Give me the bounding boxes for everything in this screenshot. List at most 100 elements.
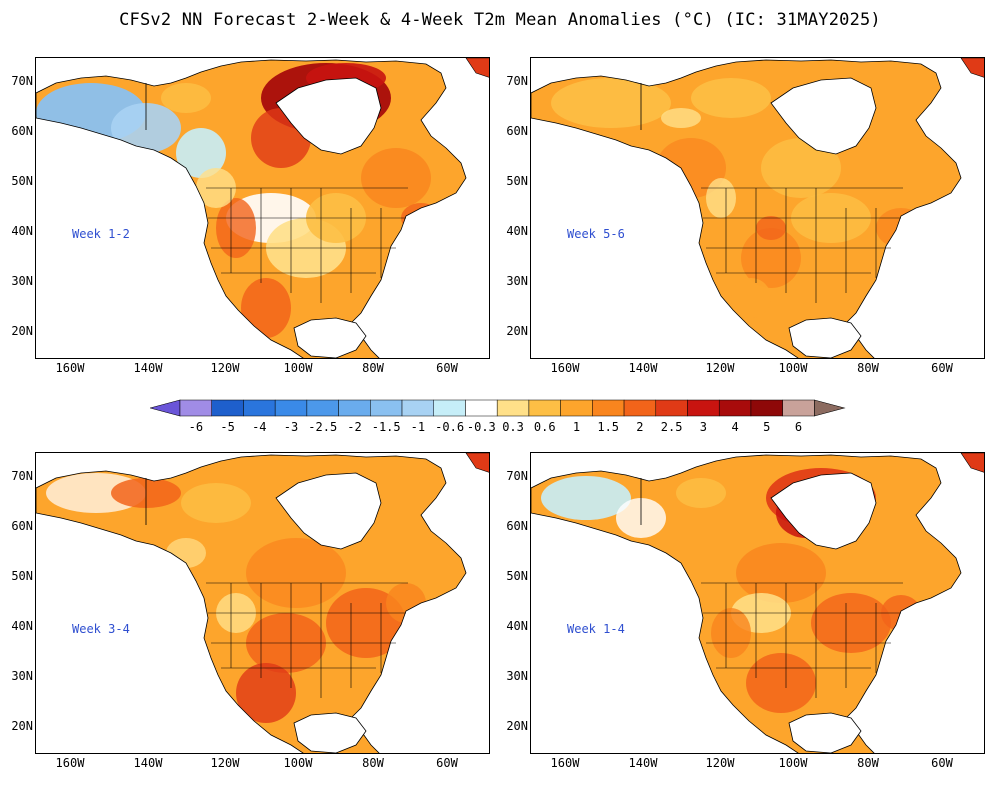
lon-label: 100W <box>283 361 313 375</box>
colorbar-swatch <box>718 399 752 417</box>
greenland-corner <box>960 58 984 78</box>
colorbar-swatch <box>560 399 593 417</box>
lat-label: 40N <box>11 224 33 238</box>
map-panel-week-1-2 <box>35 57 490 359</box>
colorbar-swatch <box>179 399 212 417</box>
colorbar-swatch <box>592 399 625 417</box>
colorbar-tick-label: 1.5 <box>597 420 620 434</box>
figure-title: CFSv2 NN Forecast 2-Week & 4-Week T2m Me… <box>119 10 881 30</box>
lat-label: 40N <box>11 619 33 633</box>
lat-label: 30N <box>506 274 528 288</box>
lon-label: 120W <box>705 361 735 375</box>
colorbar-swatch <box>687 399 720 417</box>
lon-label: 140W <box>133 756 163 770</box>
colorbar-swatch <box>211 399 244 417</box>
coastline <box>36 59 467 358</box>
colorbar-tick-label: 0.6 <box>533 420 556 434</box>
map-panel-week-1-4 <box>530 452 985 754</box>
lon-label: 120W <box>705 756 735 770</box>
colorbar-swatch <box>274 399 308 417</box>
hudson-bay <box>275 77 382 155</box>
lat-label: 30N <box>506 669 528 683</box>
anomaly-region <box>361 148 431 208</box>
land-anomaly-field <box>36 60 466 358</box>
colorbar-high-arrow <box>814 399 846 417</box>
panel-label-week-5-6: Week 5-6 <box>567 227 625 241</box>
colorbar-tick-label: -5 <box>220 420 235 434</box>
colorbar-swatch <box>782 399 815 417</box>
greenland-corner <box>465 58 489 78</box>
anomaly-region <box>541 476 631 520</box>
map-canvas <box>531 453 984 753</box>
anomaly-region <box>676 478 726 508</box>
lon-label: 80W <box>857 361 879 375</box>
colorbar-tick-label: 2 <box>636 420 644 434</box>
colorbar-swatch <box>370 399 403 417</box>
map-canvas <box>531 58 984 358</box>
lon-label: 80W <box>362 756 384 770</box>
colorbar-tick-label: -2.5 <box>308 420 338 434</box>
colorbar-tick-label: 3 <box>699 420 707 434</box>
colorbar-swatch <box>401 399 435 417</box>
anomaly-region <box>711 608 751 658</box>
colorbar-tick-label: 2.5 <box>660 420 683 434</box>
colorbar-swatch <box>496 399 530 417</box>
lon-label: 160W <box>550 756 580 770</box>
lon-label: 80W <box>857 756 879 770</box>
hudson-bay <box>770 77 877 155</box>
greenland-corner <box>960 453 984 473</box>
colorbar-swatch <box>433 399 466 417</box>
anomaly-region <box>161 83 211 113</box>
colorbar-swatch <box>306 399 339 417</box>
panel-label-week-1-2: Week 1-2 <box>72 227 130 241</box>
colorbar-tick-label: -0.3 <box>466 420 496 434</box>
colorbar-tick-label: -0.6 <box>435 420 465 434</box>
colorbar-tick-label: -2 <box>347 420 362 434</box>
lat-label: 30N <box>11 274 33 288</box>
hudson-bay <box>770 472 877 550</box>
map-panel-week-5-6 <box>530 57 985 359</box>
lon-label: 140W <box>628 756 658 770</box>
colorbar-swatch <box>750 399 783 417</box>
lon-label: 160W <box>55 361 85 375</box>
state-borders <box>206 187 408 303</box>
state-borders <box>206 582 408 698</box>
coastline <box>531 454 962 753</box>
anomaly-region <box>401 203 441 233</box>
lon-label: 60W <box>931 361 953 375</box>
lat-label: 60N <box>11 519 33 533</box>
anomaly-region <box>706 178 736 218</box>
lon-label: 100W <box>778 361 808 375</box>
anomaly-region <box>236 663 296 723</box>
panel-label-week-1-4: Week 1-4 <box>567 622 625 636</box>
lat-label: 70N <box>506 469 528 483</box>
colorbar-low-arrow <box>148 399 181 417</box>
anomaly-region <box>746 653 816 713</box>
lat-label: 60N <box>506 519 528 533</box>
lat-label: 50N <box>506 174 528 188</box>
colorbar-tick-label: -6 <box>188 420 204 434</box>
lon-label: 60W <box>436 756 458 770</box>
lon-label: 140W <box>133 361 163 375</box>
colorbar-swatch <box>623 399 657 417</box>
anomaly-region <box>876 208 926 248</box>
anomaly-region <box>761 138 841 198</box>
lon-label: 140W <box>628 361 658 375</box>
state-borders <box>701 187 903 303</box>
gulf-of-mexico <box>788 317 862 358</box>
colorbar-tick-label: 0.3 <box>502 420 524 434</box>
land-anomaly-field <box>531 455 961 753</box>
lon-label: 160W <box>55 756 85 770</box>
greenland-corner <box>465 453 489 473</box>
lon-label: 100W <box>778 756 808 770</box>
colorbar-tick-label: 4 <box>731 420 739 434</box>
gulf-of-mexico <box>788 712 862 753</box>
anomaly-region <box>661 108 701 128</box>
lat-label: 70N <box>506 74 528 88</box>
lon-label: 100W <box>283 756 313 770</box>
land-anomaly-field <box>531 60 961 358</box>
land-anomaly-field <box>36 455 466 753</box>
coastline <box>36 454 467 753</box>
colorbar-swatch <box>243 399 276 417</box>
state-borders <box>701 582 903 698</box>
